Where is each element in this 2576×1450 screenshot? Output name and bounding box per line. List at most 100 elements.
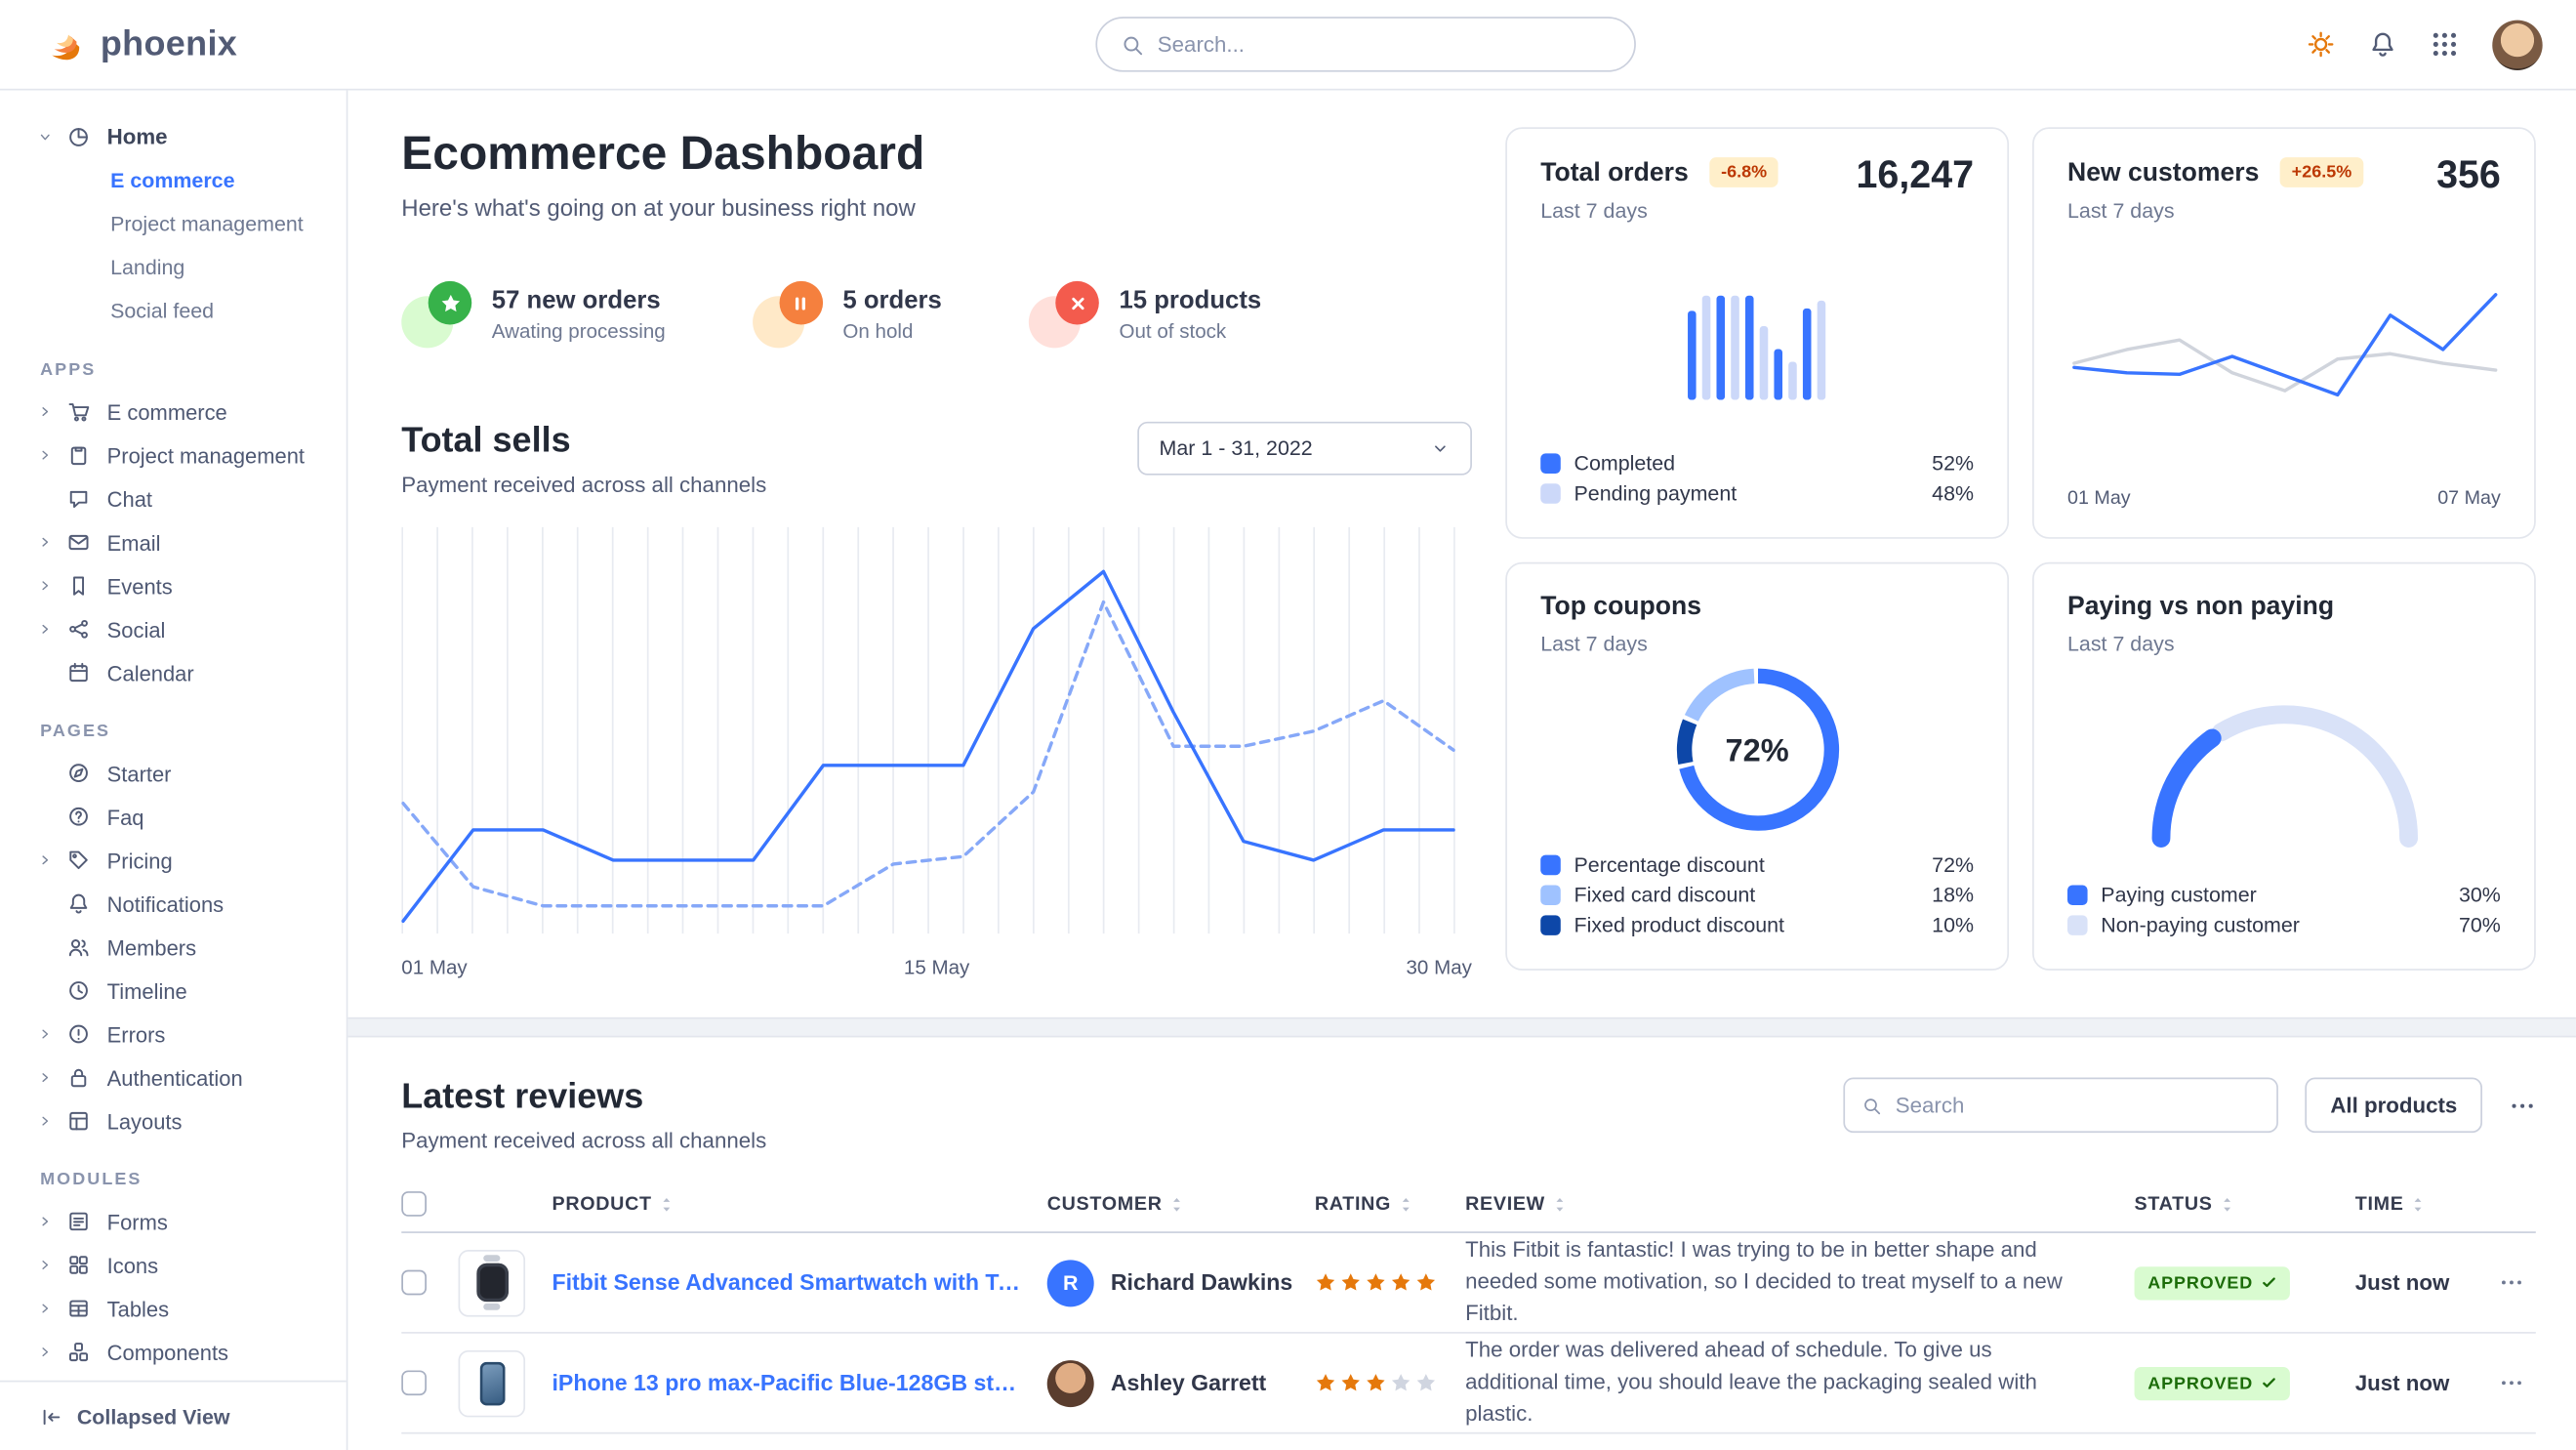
sidebar-item-errors[interactable]: Errors: [37, 1013, 333, 1056]
legend-item-pending-payment: Pending payment 48%: [1540, 478, 1974, 509]
sidebar-item-label: Errors: [106, 1021, 166, 1047]
column-header-status[interactable]: STATUS: [2135, 1194, 2355, 1214]
legend-item-percentage-discount: Percentage discount 72%: [1540, 850, 1974, 881]
sidebar-item-components[interactable]: Components: [37, 1330, 333, 1374]
sidebar-item-social[interactable]: Social: [37, 607, 333, 651]
legend-value: 70%: [2458, 913, 2501, 937]
select-all-checkbox[interactable]: [401, 1191, 427, 1217]
sidebar-item-layouts[interactable]: Layouts: [37, 1099, 333, 1143]
coupons-legend: Percentage discount 72% Fixed card discoun…: [1540, 850, 1974, 941]
collapsed-view-toggle[interactable]: Collapsed View: [0, 1380, 347, 1450]
question-icon: [67, 805, 94, 828]
sidebar-item-pricing[interactable]: Pricing: [37, 839, 333, 883]
row-more-options-icon[interactable]: [2485, 1270, 2535, 1296]
sidebar-item-label: Events: [106, 572, 173, 599]
search-icon: [1121, 32, 1144, 56]
sidebar-item-social-feed[interactable]: Social feed: [110, 299, 215, 323]
column-header-customer[interactable]: CUSTOMER: [1047, 1194, 1315, 1214]
sidebar-item-label: Home: [106, 123, 168, 149]
sidebar-item-forms[interactable]: Forms: [37, 1200, 333, 1244]
star-icon: [1340, 1271, 1362, 1293]
reviews-search-input[interactable]: [1895, 1092, 2261, 1118]
theme-toggle-sun-icon[interactable]: [2307, 30, 2335, 59]
sort-icon: [1170, 1195, 1182, 1212]
sidebar-item-starter[interactable]: Starter: [37, 751, 333, 795]
customer-cell: Ashley Garrett: [1046, 1359, 1315, 1407]
legend-value: 52%: [1932, 451, 1975, 476]
sidebar-item-icons[interactable]: Icons: [37, 1243, 333, 1287]
product-link[interactable]: iPhone 13 pro max-Pacific Blue-128GB sto…: [552, 1370, 1047, 1396]
reviews-title: Latest reviews: [401, 1077, 644, 1116]
sidebar-section-title-apps: APPS: [40, 359, 97, 380]
collapsed-view-label: Collapsed View: [76, 1404, 230, 1429]
legend-swatch: [1540, 483, 1561, 504]
sidebar-item-calendar[interactable]: Calendar: [37, 651, 333, 695]
pie-chart-icon: [67, 125, 94, 148]
product-thumbnail[interactable]: [458, 1249, 526, 1316]
customer-avatar: [1046, 1359, 1094, 1407]
notifications-bell-icon[interactable]: [2368, 30, 2396, 59]
search-input[interactable]: [1157, 31, 1612, 58]
section-divider: [348, 1016, 2576, 1038]
row-more-options-icon[interactable]: [2485, 1370, 2535, 1395]
total-sells-x-axis: 01 May 15 May 30 May: [401, 955, 1472, 978]
column-header-review[interactable]: REVIEW: [1465, 1194, 2134, 1214]
review-table-row: iPhone 13 pro max-Pacific Blue-128GB sto…: [401, 1334, 2536, 1434]
column-header-product[interactable]: PRODUCT: [552, 1194, 1046, 1214]
status-badge: APPROVED: [2134, 1265, 2290, 1300]
sidebar-item-chat[interactable]: Chat: [37, 476, 333, 520]
sidebar-item-email[interactable]: Email: [37, 520, 333, 564]
sidebar-item-tables[interactable]: Tables: [37, 1287, 333, 1331]
sidebar-item-members[interactable]: Members: [37, 926, 333, 970]
caret-right-icon: [37, 1113, 58, 1130]
column-header-rating[interactable]: RATING: [1315, 1194, 1465, 1214]
sidebar-item-home[interactable]: Home: [37, 114, 333, 159]
sidebar-item-landing[interactable]: Landing: [110, 256, 185, 280]
caret-right-icon: [37, 1300, 58, 1316]
sidebar-item-faq[interactable]: Faq: [37, 795, 333, 839]
product-link[interactable]: Fitbit Sense Advanced Smartwatch with To…: [552, 1269, 1047, 1296]
brand-logo[interactable]: phoenix: [44, 22, 238, 66]
error-icon: [67, 1022, 94, 1046]
more-options-icon[interactable]: [2509, 1092, 2535, 1118]
row-checkbox[interactable]: [401, 1370, 427, 1396]
caret-right-icon: [37, 403, 58, 420]
sidebar-section-title-pages: PAGES: [40, 721, 111, 742]
calendar-icon: [67, 661, 94, 684]
sidebar-item-project-management[interactable]: Project management: [110, 212, 304, 236]
reviews-search[interactable]: [1843, 1077, 2279, 1134]
icons-icon: [67, 1253, 94, 1276]
paying-vs-non-paying-card: Paying vs non paying Last 7 days Paying …: [2032, 561, 2536, 971]
sidebar-item-project-management[interactable]: Project management: [37, 434, 333, 477]
sidebar-item-e-commerce[interactable]: E commerce: [37, 390, 333, 434]
stat-value: 57 new orders: [491, 286, 661, 315]
sidebar-item-label: Layouts: [106, 1108, 183, 1134]
sidebar-item-notifications[interactable]: Notifications: [37, 882, 333, 926]
global-search[interactable]: [1095, 17, 1636, 72]
sidebar-item-authentication[interactable]: Authentication: [37, 1056, 333, 1099]
column-header-time[interactable]: TIME: [2355, 1194, 2486, 1214]
change-badge: +26.5%: [2279, 157, 2364, 187]
product-thumbnail[interactable]: [458, 1349, 526, 1417]
apps-grid-icon[interactable]: [2431, 30, 2459, 59]
legend-swatch: [2067, 885, 2088, 906]
legend-value: 30%: [2458, 883, 2501, 907]
user-avatar[interactable]: [2492, 19, 2543, 70]
caret-right-icon: [37, 851, 58, 868]
date-range-select[interactable]: Mar 1 - 31, 2022: [1137, 421, 1472, 476]
legend-item-fixed-card-discount: Fixed card discount 18%: [1540, 880, 1974, 910]
sidebar-item-events[interactable]: Events: [37, 563, 333, 607]
sidebar-item-label: Chat: [106, 485, 152, 512]
sort-icon: [1400, 1195, 1411, 1212]
review-text: This Fitbit is fantastic! I was trying t…: [1465, 1236, 2063, 1326]
caret-right-icon: [37, 1257, 58, 1273]
card-title: Paying vs non paying: [2067, 592, 2335, 621]
bookmark-icon: [67, 574, 94, 598]
legend-label: Percentage discount: [1574, 852, 1765, 877]
customer-cell: R Richard Dawkins: [1046, 1259, 1315, 1306]
row-checkbox[interactable]: [401, 1269, 427, 1296]
sidebar-item-e-commerce[interactable]: E commerce: [110, 169, 235, 193]
envelope-icon: [67, 530, 94, 554]
all-products-button[interactable]: All products: [2305, 1077, 2482, 1134]
sidebar-item-timeline[interactable]: Timeline: [37, 969, 333, 1013]
